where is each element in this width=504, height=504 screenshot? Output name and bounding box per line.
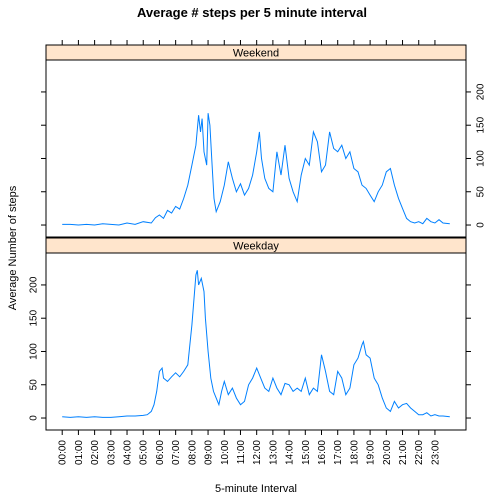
- x-tick-label: 03:00: [106, 440, 117, 465]
- x-tick-label: 02:00: [90, 440, 101, 465]
- y-axis-label: Average Number of steps: [7, 185, 19, 310]
- x-tick-label: 22:00: [414, 440, 425, 465]
- plot-frame: [45, 252, 467, 431]
- y-tick-label: 50: [476, 186, 487, 198]
- x-tick-label: 13:00: [268, 440, 279, 465]
- x-tick-label: 08:00: [187, 440, 198, 465]
- x-tick-label: 15:00: [301, 440, 312, 465]
- series-line-weekend: [62, 113, 450, 226]
- x-tick-label: 09:00: [204, 440, 215, 465]
- x-tick-label: 23:00: [430, 440, 441, 465]
- chart-title: Average # steps per 5 minute interval: [137, 5, 367, 20]
- series-line-weekday: [62, 270, 450, 418]
- x-tick-label: 11:00: [236, 440, 247, 465]
- x-tick-label: 16:00: [317, 440, 328, 465]
- plot-frame: [45, 59, 467, 238]
- y-tick-label: 0: [476, 222, 487, 228]
- x-tick-label: 05:00: [139, 440, 150, 465]
- panel-weekday: Weekday 0 50 100 150 200: [29, 237, 471, 435]
- x-axis-label: 5-minute Interval: [215, 483, 297, 495]
- y-tick-label: 200: [29, 276, 40, 293]
- x-tick-label: 06:00: [155, 440, 166, 465]
- x-tick-label: 17:00: [333, 440, 344, 465]
- x-tick-label: 04:00: [123, 440, 134, 465]
- panels: Weekend 0 50 100 150 200 Weekday 0 50 100 150 200 00…: [29, 40, 487, 465]
- strip-label: Weekend: [233, 48, 279, 60]
- y-tick-label: 50: [29, 379, 40, 391]
- x-tick-label: 10:00: [220, 440, 231, 465]
- y-tick-label: 0: [29, 415, 40, 421]
- y-tick-label: 150: [29, 309, 40, 326]
- x-tick-label: 12:00: [252, 440, 263, 465]
- x-tick-label: 18:00: [349, 440, 360, 465]
- panel-weekend: Weekend 0 50 100 150 200: [41, 40, 487, 238]
- y-tick-label: 100: [29, 343, 40, 360]
- x-tick-label: 01:00: [74, 440, 85, 465]
- x-tick-label: 20:00: [382, 440, 393, 465]
- x-tick-label: 14:00: [285, 440, 296, 465]
- x-tick-label: 07:00: [171, 440, 182, 465]
- y-tick-label: 200: [476, 83, 487, 100]
- strip-label: Weekday: [233, 241, 279, 253]
- x-tick-label: 21:00: [398, 440, 409, 465]
- y-tick-label: 100: [476, 150, 487, 167]
- x-tick-label: 00:00: [58, 440, 69, 465]
- x-tick-label: 19:00: [366, 440, 377, 465]
- y-tick-label: 150: [476, 116, 487, 133]
